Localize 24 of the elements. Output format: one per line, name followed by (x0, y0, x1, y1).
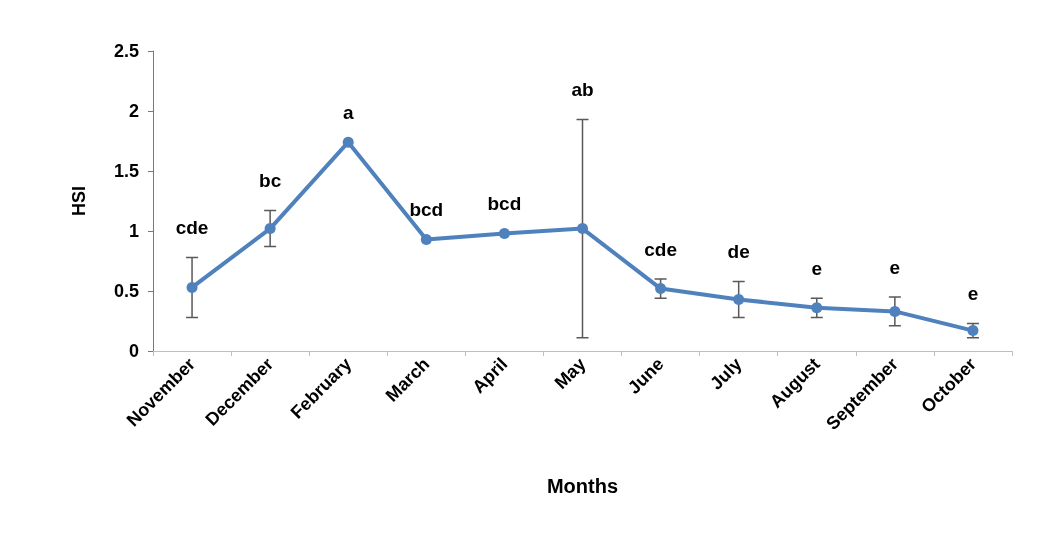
y-tick-label: 1.5 (113, 161, 139, 181)
annotation: e (967, 282, 979, 304)
y-axis-title: HSI (69, 185, 89, 217)
annotation: cde (644, 238, 677, 260)
annotation: a (342, 101, 354, 123)
annotation: e (889, 256, 901, 278)
point (342, 136, 354, 148)
annotation: cde (175, 216, 209, 238)
y-tick-label: 1 (128, 221, 139, 241)
annotation: de (727, 240, 750, 262)
point (498, 227, 510, 239)
annotation: ab (571, 78, 594, 100)
y-tick-label: 2 (128, 101, 139, 121)
x-axis-title: Months (546, 475, 619, 497)
annotation: bc (259, 170, 282, 192)
y-tick-label: 0 (128, 341, 139, 361)
annotation: e (811, 257, 823, 279)
point (420, 233, 432, 245)
annotation: bcd (409, 198, 444, 220)
point (186, 281, 198, 293)
annotation: bcd (487, 192, 522, 214)
y-tick-label: 0.5 (113, 281, 139, 301)
x-tick-label: May (550, 353, 590, 393)
y-tick-label: 2.5 (113, 41, 139, 61)
